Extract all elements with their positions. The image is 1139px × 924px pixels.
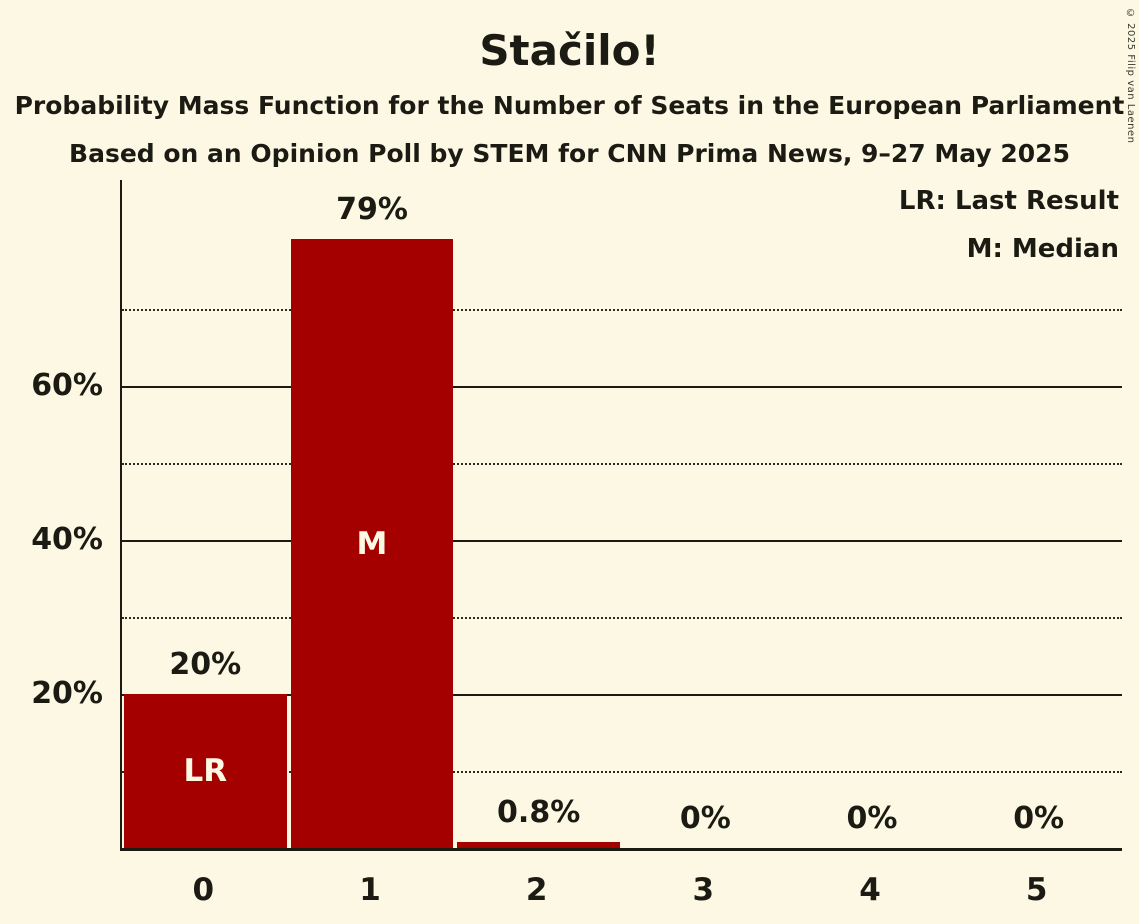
bar-inner-label: M	[356, 525, 388, 562]
x-axis-tick-label: 2	[525, 872, 548, 908]
bar-value-label: 0%	[679, 801, 731, 836]
bar-value-label: 0.8%	[497, 794, 581, 830]
x-axis-tick-label: 3	[692, 872, 715, 908]
gridline-dotted	[122, 462, 1122, 465]
gridline-solid	[122, 385, 1122, 388]
chart-title: Stačilo!	[479, 26, 660, 75]
legend-median: M: Median	[966, 234, 1119, 264]
gridline-dotted	[122, 616, 1122, 619]
bar-value-label: 79%	[336, 192, 408, 228]
bar-inner-label: LR	[183, 752, 228, 789]
y-axis-tick-label: 40%	[31, 521, 103, 557]
plot-area: 20% LR 79% M 0.8% 0% 0% 0%	[120, 180, 1122, 851]
bar-value-label: 0%	[1013, 801, 1065, 836]
gridline-dotted	[122, 770, 1122, 773]
gridline-solid	[122, 693, 1122, 696]
chart-subtitle-line1: Probability Mass Function for the Number…	[14, 91, 1125, 120]
y-axis-tick-label: 20%	[31, 675, 103, 711]
legend-last-result: LR: Last Result	[898, 186, 1119, 216]
x-axis-tick-label: 0	[192, 872, 215, 908]
x-axis-tick-label: 4	[859, 872, 881, 908]
bar-value-label: 0%	[846, 801, 898, 836]
gridline-dotted	[122, 308, 1122, 311]
bar	[124, 693, 287, 848]
chart-subtitle-line2: Based on an Opinion Poll by STEM for CNN…	[69, 139, 1070, 168]
y-axis-tick-label: 60%	[31, 367, 103, 403]
gridline-solid	[122, 539, 1122, 542]
copyright-note: © 2025 Filip van Laenen	[1125, 8, 1136, 144]
bar	[290, 239, 454, 848]
x-axis-tick-label: 1	[359, 872, 381, 908]
x-axis-tick-label: 5	[1025, 872, 1048, 908]
bar	[457, 841, 620, 848]
bar-value-label: 20%	[169, 646, 242, 682]
